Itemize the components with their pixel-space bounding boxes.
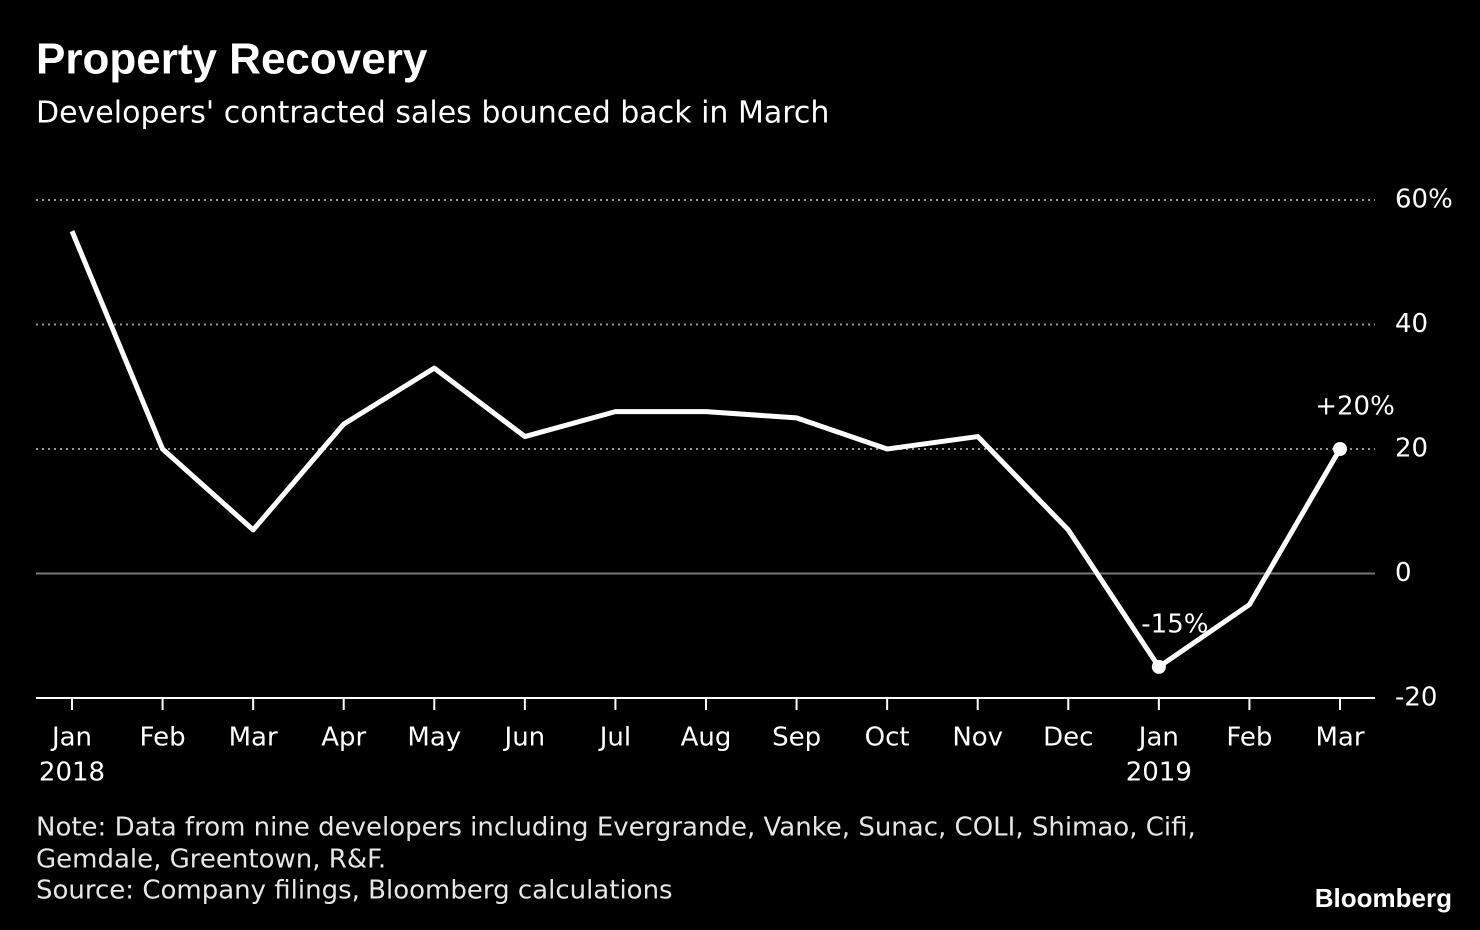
x-tick-label: Nov — [952, 723, 1003, 753]
x-tick-label: Aug — [681, 723, 732, 753]
x-tick-label: Jan — [1137, 723, 1179, 753]
x-tick-label: Feb — [1226, 723, 1272, 753]
chart-title: Property Recovery — [36, 35, 428, 84]
y-tick-label: 20 — [1395, 434, 1428, 464]
x-tick-label: Mar — [1315, 723, 1364, 753]
y-tick-label: -20 — [1395, 683, 1437, 713]
x-year-label: 2019 — [1126, 758, 1192, 788]
y-tick-label: 0 — [1395, 558, 1412, 588]
x-tick-label: Jun — [503, 723, 546, 753]
x-tick-label: Feb — [140, 723, 186, 753]
line — [69, 230, 1343, 670]
note: Note: Data from nine developers includin… — [36, 813, 1196, 843]
x-tick-label: Apr — [321, 723, 366, 753]
x-tick-label: Oct — [865, 723, 910, 753]
x-tick-label: Jul — [598, 723, 631, 753]
x-tick-label: Mar — [229, 723, 278, 753]
data-label: -15% — [1141, 609, 1208, 639]
x-tick-label: May — [407, 723, 461, 753]
x-tick-label: Sep — [772, 723, 821, 753]
chart-subtitle: Developers' contracted sales bounced bac… — [36, 96, 829, 131]
point — [1333, 442, 1347, 456]
y-tick-label: 60% — [1395, 185, 1453, 215]
note: Gemdale, Greentown, R&F. — [36, 845, 386, 875]
x-year-label: 2018 — [39, 758, 105, 788]
x-tick-label: Dec — [1043, 723, 1093, 753]
source: Source: Company filings, Bloomberg calcu… — [36, 876, 673, 906]
y-tick-label: 40 — [1395, 309, 1428, 339]
brand: Bloomberg — [1315, 883, 1452, 913]
x-tick-label: Jan — [50, 723, 92, 753]
data-label: +20% — [1315, 392, 1395, 422]
point — [1151, 659, 1166, 674]
